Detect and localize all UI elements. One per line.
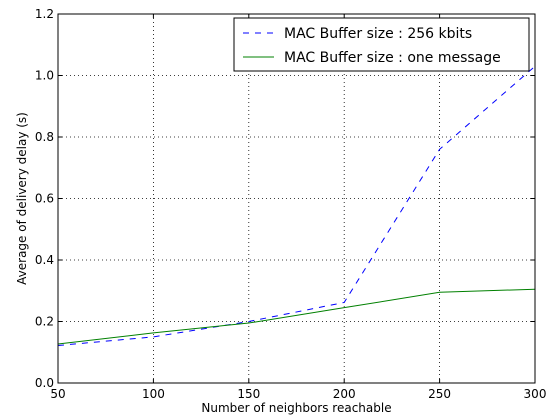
y-tick-label: 1.0 xyxy=(35,69,54,83)
series-line-0 xyxy=(57,65,536,346)
x-axis-label: Number of neighbors reachable xyxy=(201,401,391,415)
series-lines xyxy=(57,65,536,346)
y-tick-label: 1.2 xyxy=(35,7,54,21)
y-tick-label: 0.6 xyxy=(35,192,54,206)
y-tick-label: 0.0 xyxy=(35,376,54,390)
legend: MAC Buffer size : 256 kbits MAC Buffer s… xyxy=(233,17,530,72)
y-axis-label: Average of delivery delay (s) xyxy=(15,112,29,285)
legend-label-one-message: MAC Buffer size : one message xyxy=(284,50,501,66)
axis-ticks: 50 100 150 200 250 300 0.0 0.2 0.4 0.6 0.8 1.0 1.2 xyxy=(35,7,547,401)
y-tick-label: 0.8 xyxy=(35,130,54,144)
series-line-1 xyxy=(57,288,536,345)
y-tick-label: 0.2 xyxy=(35,315,54,329)
x-tick-label: 300 xyxy=(524,387,547,401)
x-tick-label: 200 xyxy=(333,387,356,401)
grid xyxy=(58,14,535,383)
legend-box xyxy=(233,17,530,72)
x-tick-label: 250 xyxy=(428,387,451,401)
x-tick-label: 100 xyxy=(142,387,165,401)
y-tick-label: 0.4 xyxy=(35,253,54,267)
x-tick-label: 50 xyxy=(50,387,65,401)
x-tick-label: 150 xyxy=(237,387,260,401)
legend-label-256-kbits: MAC Buffer size : 256 kbits xyxy=(284,26,472,42)
